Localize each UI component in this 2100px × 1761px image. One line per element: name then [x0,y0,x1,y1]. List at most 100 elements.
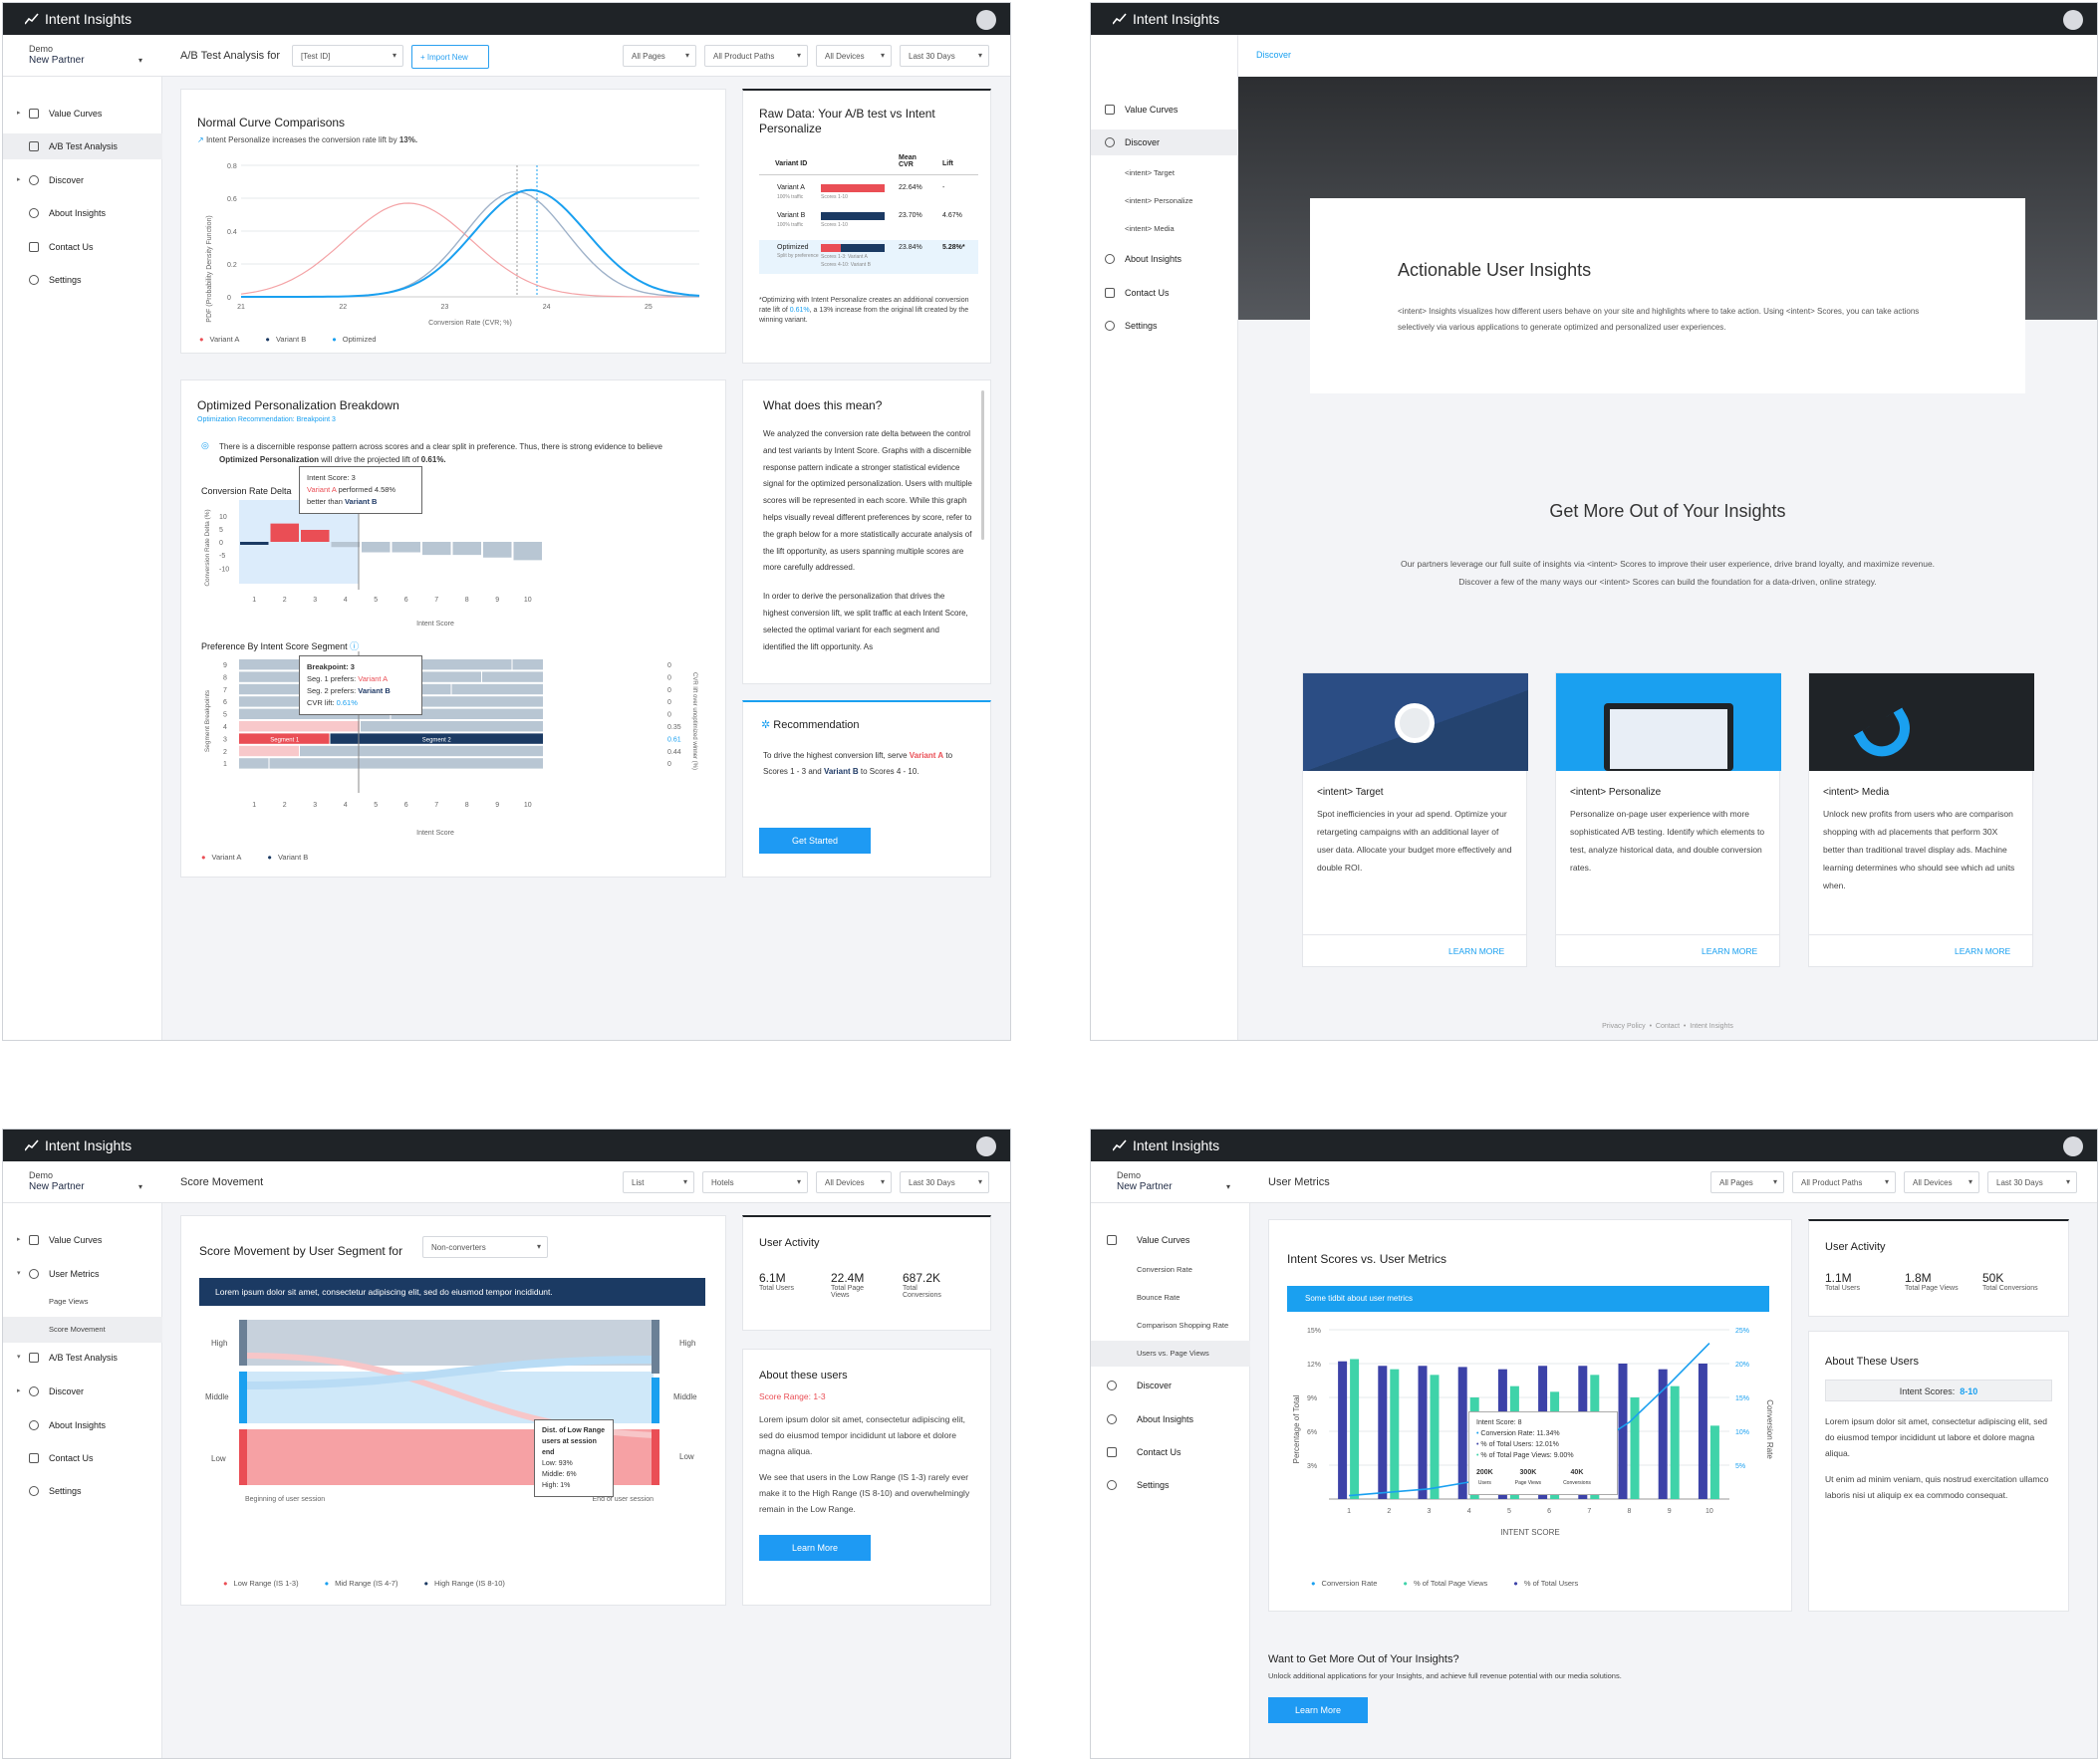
nav-user-metrics[interactable]: ▾ User Metrics [3,1261,162,1287]
nav-value-curves[interactable]: ▸ Value Curves [3,101,162,126]
nav-page-views[interactable]: Page Views [49,1297,89,1306]
user-avatar[interactable] [2063,1136,2083,1156]
nav-settings[interactable]: Settings [1091,1472,1250,1498]
get-started-button[interactable]: Get Started [759,828,871,854]
learn-more-link[interactable]: LEARN MORE [1955,946,2011,956]
nav-discover[interactable]: ▸ Discover [3,1379,162,1404]
table-row-optimized: Optimized Split by preference Scores 1-3… [759,240,978,274]
account-selector[interactable]: Demo New Partner ▾ [29,44,143,66]
learn-more-link[interactable]: LEARN MORE [1448,946,1505,956]
x-tick-label: 21 [237,304,245,311]
app-logo[interactable]: Intent Insights [1113,11,1219,27]
nav-settings[interactable]: Settings [1091,313,1250,339]
scrollbar[interactable] [981,390,984,540]
chart-icon [29,1235,39,1245]
page-views-bar [1390,1369,1400,1499]
user-activity-card: User Activity 6.1M Total Users 22.4M Total… [742,1215,991,1331]
nav-value-curves[interactable]: ▸ Value Curves [3,1227,162,1253]
filter-vertical[interactable]: Hotels [702,1171,808,1193]
card-title: User Activity [759,1237,820,1249]
nav-discover[interactable]: ▸ Discover [3,167,162,193]
recommendation-link[interactable]: Optimization Recommendation: Breakpoint … [197,416,336,423]
cta-learn-more-button[interactable]: Learn More [1268,1697,1368,1723]
nav-contact[interactable]: Contact Us [1091,1439,1250,1465]
bulb-icon [1107,1381,1117,1390]
app-logo[interactable]: Intent Insights [1113,1137,1219,1153]
nav-ab-test[interactable]: A/B Test Analysis [3,133,162,159]
account-selector[interactable]: Demo New Partner ▾ [29,1170,143,1192]
lift-label: 0 [667,761,671,768]
user-avatar[interactable] [976,10,996,30]
top-bar: Intent Insights [3,3,1010,35]
card-title: ✲ Recommendation [761,719,860,731]
users-bar [1457,1367,1467,1499]
nav-contact[interactable]: Contact Us [3,1445,162,1471]
users-bar [1698,1364,1707,1499]
import-new-button[interactable]: + Import New [411,45,489,69]
cta-title: Want to Get More Out of Your Insights? [1268,1653,1459,1665]
nav-contact[interactable]: Contact Us [1091,280,1250,306]
x-tick-label: 22 [339,304,347,311]
nav-settings[interactable]: Settings [3,267,162,293]
account-selector[interactable]: Demo New Partner ▾ [1117,1170,1231,1192]
info-icon [1105,254,1115,264]
footer-contact[interactable]: Contact [1655,1023,1681,1030]
x-tick-label: 3 [313,597,317,604]
media-card[interactable]: <intent> Media Unlock new profits from u… [1808,672,2034,967]
nav-discover[interactable]: Discover [1091,129,1250,155]
nav-value-curves[interactable]: Value Curves [1091,97,1250,123]
nav-score-movement[interactable]: Score Movement [3,1317,162,1343]
nav-conversion-rate[interactable]: Conversion Rate [1137,1265,1192,1274]
target-card[interactable]: <intent> Target Spot inefficiencies in y… [1302,672,1528,967]
nav-target[interactable]: <intent> Target [1125,168,1175,177]
filter-date[interactable]: Last 30 Days [900,1171,989,1193]
nav-about[interactable]: About Insights [1091,246,1250,272]
filter-product-paths[interactable]: All Product Paths [1792,1171,1896,1193]
x-tick-label: 8 [465,597,469,604]
nav-value-curves[interactable]: Value Curves [1091,1227,1250,1253]
learn-more-link[interactable]: LEARN MORE [1702,946,1758,956]
nav-bounce-rate[interactable]: Bounce Rate [1137,1293,1181,1302]
page-title: A/B Test Analysis for [180,50,281,62]
test-id-select[interactable]: [Test ID] [292,45,403,67]
learn-more-button[interactable]: Learn More [759,1535,871,1561]
hero-title: Actionable User Insights [1398,260,1592,280]
nav-users-vs-page-views[interactable]: Users vs. Page Views [1091,1341,1250,1367]
collapse-icon: ▾ [17,1270,21,1277]
x-tick-label: 10 [524,597,532,604]
filter-devices[interactable]: All Devices [816,45,892,67]
nav-about[interactable]: About Insights [3,200,162,226]
pref-title: Preference By Intent Score Segment ⓘ [201,641,360,651]
nav-media[interactable]: <intent> Media [1125,224,1175,233]
nav-about[interactable]: About Insights [3,1412,162,1438]
filter-pages[interactable]: All Pages [1710,1171,1784,1193]
filter-devices[interactable]: All Devices [816,1171,892,1193]
recommendation-text: To drive the highest conversion lift, se… [763,751,953,776]
footer-privacy[interactable]: Privacy Policy [1602,1023,1646,1030]
nav-comparison-shopping[interactable]: Comparison Shopping Rate [1137,1321,1229,1330]
app-logo[interactable]: Intent Insights [25,11,131,27]
nav-discover[interactable]: Discover [1091,1373,1250,1398]
filter-pages[interactable]: All Pages [623,45,696,67]
right-middle: Middle [673,1392,697,1401]
filter-devices[interactable]: All Devices [1904,1171,1979,1193]
nav-contact[interactable]: Contact Us [3,234,162,260]
filter-date[interactable]: Last 30 Days [900,45,989,67]
breadcrumb[interactable]: Discover [1256,50,1292,60]
user-avatar[interactable] [2063,10,2083,30]
nav-ab-test[interactable]: ▾ A/B Test Analysis [3,1345,162,1371]
nav-about[interactable]: About Insights [1091,1406,1250,1432]
filter-date[interactable]: Last 30 Days [1987,1171,2077,1193]
nav-settings[interactable]: Settings [3,1478,162,1504]
segment-2-bar [451,683,543,695]
personalize-illustration [1556,673,1781,771]
score-movement-card: Score Movement by User Segment for Non-c… [180,1215,726,1606]
app-logo[interactable]: Intent Insights [25,1137,131,1153]
nav-personalize[interactable]: <intent> Personalize [1125,196,1193,205]
filter-list[interactable]: List [623,1171,694,1193]
personalize-card[interactable]: <intent> Personalize Personalize on-page… [1555,672,1781,967]
segment-select[interactable]: Non-converters [422,1236,548,1258]
filter-product-paths[interactable]: All Product Paths [704,45,808,67]
footer-brand[interactable]: Intent Insights [1690,1023,1733,1030]
user-avatar[interactable] [976,1136,996,1156]
